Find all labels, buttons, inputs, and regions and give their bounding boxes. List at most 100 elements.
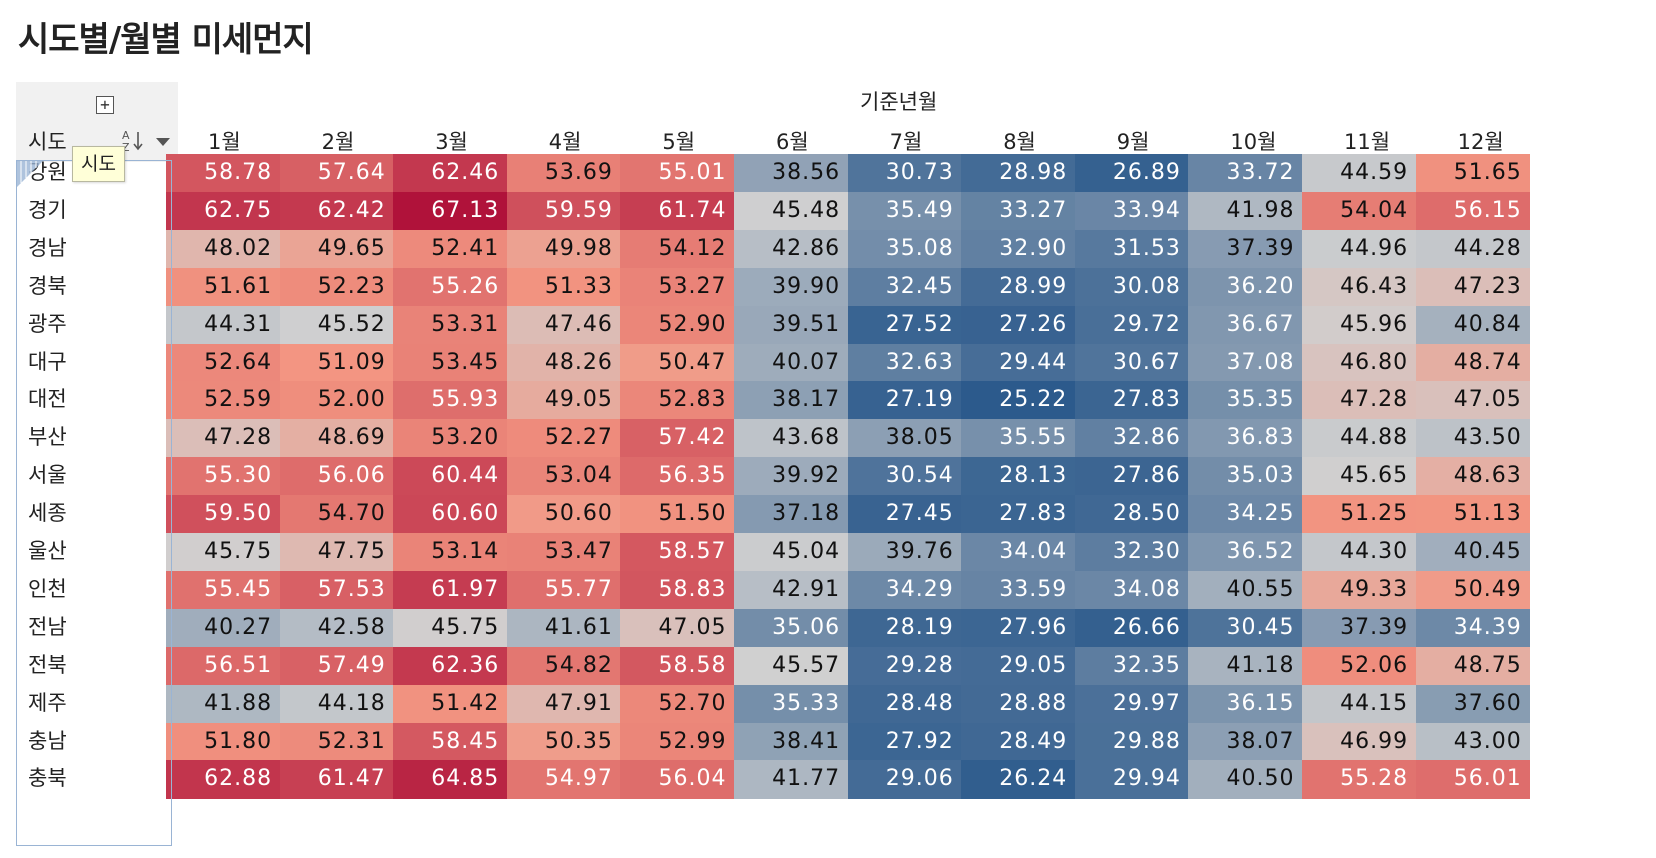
heatmap-cell[interactable]: 41.61 (506, 608, 621, 648)
column-header[interactable]: 6월 (776, 130, 809, 154)
heatmap-cell[interactable]: 61.74 (620, 191, 735, 231)
heatmap-cell[interactable]: 42.58 (279, 608, 394, 648)
heatmap-cell[interactable]: 55.26 (393, 267, 508, 307)
heatmap-cell[interactable]: 44.96 (1302, 229, 1417, 269)
row-header[interactable]: 인천 (28, 576, 67, 601)
heatmap-cell[interactable]: 51.13 (1415, 495, 1530, 534)
heatmap-cell[interactable]: 35.33 (734, 684, 849, 723)
heatmap-cell[interactable]: 41.98 (1188, 191, 1303, 231)
heatmap-cell[interactable]: 34.08 (1074, 570, 1189, 610)
heatmap-cell[interactable]: 29.05 (961, 646, 1076, 686)
heatmap-cell[interactable]: 56.51 (166, 646, 281, 686)
heatmap-cell[interactable]: 64.85 (393, 760, 508, 799)
heatmap-cell[interactable]: 59.59 (506, 191, 621, 231)
row-header[interactable]: 경북 (28, 273, 67, 298)
heatmap-cell[interactable]: 27.92 (847, 722, 962, 761)
heatmap-cell[interactable]: 54.97 (506, 760, 621, 799)
heatmap-cell[interactable]: 31.53 (1074, 229, 1189, 269)
heatmap-cell[interactable]: 56.04 (620, 760, 735, 799)
heatmap-cell[interactable]: 35.08 (847, 229, 962, 269)
heatmap-cell[interactable]: 56.35 (620, 457, 735, 496)
heatmap-cell[interactable]: 53.20 (393, 419, 508, 458)
heatmap-cell[interactable]: 36.83 (1188, 419, 1303, 458)
column-header[interactable]: 8월 (1003, 130, 1036, 154)
heatmap-cell[interactable]: 26.89 (1074, 154, 1189, 193)
heatmap-cell[interactable]: 25.22 (961, 381, 1076, 420)
heatmap-cell[interactable]: 53.27 (620, 267, 735, 307)
heatmap-cell[interactable]: 52.99 (620, 722, 735, 761)
column-header[interactable]: 3월 (435, 130, 468, 154)
heatmap-cell[interactable]: 61.47 (279, 760, 394, 799)
heatmap-cell[interactable]: 36.20 (1188, 267, 1303, 307)
heatmap-cell[interactable]: 43.68 (734, 419, 849, 458)
row-header[interactable]: 부산 (28, 425, 67, 450)
heatmap-cell[interactable]: 57.64 (279, 154, 394, 193)
heatmap-cell[interactable]: 29.28 (847, 646, 962, 686)
heatmap-cell[interactable]: 49.98 (506, 229, 621, 269)
heatmap-cell[interactable]: 37.60 (1415, 684, 1530, 723)
heatmap-cell[interactable]: 47.46 (506, 305, 621, 344)
heatmap-cell[interactable]: 55.01 (620, 154, 735, 193)
heatmap-cell[interactable]: 27.96 (961, 608, 1076, 648)
heatmap-cell[interactable]: 45.75 (393, 608, 508, 648)
heatmap-cell[interactable]: 52.70 (620, 684, 735, 723)
row-header[interactable]: 제주 (28, 690, 67, 715)
heatmap-cell[interactable]: 51.65 (1415, 154, 1530, 193)
heatmap-cell[interactable]: 54.04 (1302, 191, 1417, 231)
heatmap-cell[interactable]: 27.45 (847, 495, 962, 534)
heatmap-cell[interactable]: 38.56 (734, 154, 849, 193)
heatmap-cell[interactable]: 55.77 (506, 570, 621, 610)
heatmap-cell[interactable]: 48.74 (1415, 343, 1530, 382)
heatmap-cell[interactable]: 51.61 (166, 267, 281, 307)
column-header[interactable]: 10월 (1230, 130, 1277, 154)
row-header[interactable]: 충북 (28, 766, 67, 791)
heatmap-cell[interactable]: 30.67 (1074, 343, 1189, 382)
heatmap-cell[interactable]: 33.59 (961, 570, 1076, 610)
heatmap-cell[interactable]: 37.39 (1302, 608, 1417, 648)
column-header[interactable]: 9월 (1116, 130, 1150, 154)
heatmap-cell[interactable]: 37.08 (1188, 343, 1303, 382)
heatmap-cell[interactable]: 29.06 (847, 760, 962, 799)
heatmap-cell[interactable]: 32.30 (1074, 533, 1189, 572)
heatmap-cell[interactable]: 51.09 (279, 343, 394, 382)
heatmap-cell[interactable]: 33.72 (1188, 154, 1303, 193)
heatmap-cell[interactable]: 34.39 (1415, 608, 1530, 648)
heatmap-cell[interactable]: 59.50 (166, 495, 281, 534)
heatmap-cell[interactable]: 50.60 (506, 495, 621, 534)
heatmap-cell[interactable]: 52.23 (279, 267, 394, 307)
heatmap-cell[interactable]: 53.69 (506, 154, 621, 193)
expand-button[interactable]: + (96, 96, 114, 114)
heatmap-cell[interactable]: 47.28 (1302, 381, 1417, 420)
heatmap-cell[interactable]: 40.27 (166, 608, 281, 648)
heatmap-cell[interactable]: 51.50 (620, 495, 735, 534)
heatmap-cell[interactable]: 48.26 (506, 343, 621, 382)
heatmap-cell[interactable]: 58.78 (166, 154, 281, 193)
column-header[interactable]: 11월 (1344, 130, 1391, 154)
heatmap-cell[interactable]: 55.28 (1302, 760, 1417, 799)
chevron-down-icon[interactable] (156, 138, 170, 146)
heatmap-cell[interactable]: 50.49 (1415, 570, 1530, 610)
heatmap-cell[interactable]: 37.18 (734, 495, 849, 534)
heatmap-cell[interactable]: 45.57 (734, 646, 849, 686)
heatmap-cell[interactable]: 50.35 (506, 722, 621, 761)
row-header[interactable]: 경남 (28, 235, 67, 260)
heatmap-cell[interactable]: 39.90 (734, 267, 849, 307)
heatmap-cell[interactable]: 47.28 (166, 419, 281, 458)
heatmap-cell[interactable]: 52.59 (166, 381, 281, 420)
heatmap-cell[interactable]: 28.98 (961, 154, 1076, 193)
heatmap-cell[interactable]: 53.04 (506, 457, 621, 496)
heatmap-cell[interactable]: 60.44 (393, 457, 508, 496)
heatmap-cell[interactable]: 62.88 (166, 760, 281, 799)
heatmap-cell[interactable]: 53.31 (393, 305, 508, 344)
heatmap-cell[interactable]: 51.25 (1302, 495, 1417, 534)
heatmap-cell[interactable]: 44.28 (1415, 229, 1530, 269)
heatmap-cell[interactable]: 45.96 (1302, 305, 1417, 344)
row-header[interactable]: 울산 (28, 539, 67, 563)
heatmap-cell[interactable]: 38.17 (734, 381, 849, 420)
heatmap-cell[interactable]: 40.45 (1415, 533, 1530, 572)
column-header[interactable]: 1월 (208, 130, 241, 154)
heatmap-cell[interactable]: 33.27 (961, 191, 1076, 231)
heatmap-cell[interactable]: 52.83 (620, 381, 735, 420)
heatmap-cell[interactable]: 36.52 (1188, 533, 1303, 572)
heatmap-cell[interactable]: 67.13 (393, 191, 508, 231)
